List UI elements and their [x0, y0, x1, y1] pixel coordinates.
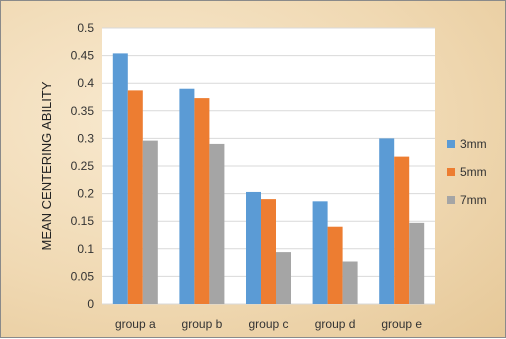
y-tick-label: 0.2 [77, 187, 94, 201]
legend-swatch-7mm [447, 196, 455, 204]
bar-5mm-group-e [394, 156, 410, 304]
bar-3mm-group-b [179, 88, 195, 304]
bar-5mm-group-b [194, 98, 210, 304]
bar-5mm-group-c [261, 199, 276, 304]
legend-swatch-5mm [447, 168, 455, 176]
category-label: group a [115, 317, 156, 331]
legend: 3mm 5mm 7mm [447, 137, 487, 207]
y-tick-labels: 0 0.05 0.1 0.15 0.2 0.25 0.3 0.35 0.4 0.45 0.5 [71, 21, 95, 311]
y-tick-label: 0.15 [71, 214, 95, 228]
category-labels: group a group b group c group d group e [115, 317, 422, 331]
y-tick-label: 0.45 [71, 49, 95, 63]
bar-7mm-group-a [142, 140, 158, 304]
y-tick-label: 0.25 [71, 159, 95, 173]
bar-7mm-group-c [276, 252, 291, 304]
category-label: group d [315, 317, 356, 331]
bar-5mm-group-d [327, 226, 343, 304]
category-label: group e [381, 317, 422, 331]
y-tick-label: 0.05 [71, 269, 95, 283]
bar-7mm-group-b [209, 143, 225, 304]
bar-5mm-group-a [127, 90, 143, 304]
y-axis-label: MEAN CENTERING ABILITY [39, 81, 54, 250]
bar-3mm-group-d [312, 201, 328, 304]
bars [112, 53, 425, 304]
bar-7mm-group-e [409, 222, 425, 304]
legend-label-3mm: 3mm [460, 137, 487, 151]
y-tick-label: 0.5 [77, 21, 94, 35]
bar-7mm-group-d [342, 261, 358, 304]
y-tick-label: 0.1 [77, 242, 94, 256]
y-tick-label: 0 [87, 297, 94, 311]
category-label: group b [182, 317, 223, 331]
bar-3mm-group-a [112, 53, 128, 304]
legend-label-7mm: 7mm [460, 193, 487, 207]
bar-3mm-group-c [246, 191, 261, 304]
bar-3mm-group-e [379, 138, 395, 304]
category-label: group c [248, 317, 288, 331]
y-tick-label: 0.4 [77, 76, 94, 90]
y-tick-label: 0.35 [71, 104, 95, 118]
y-tick-label: 0.3 [77, 131, 94, 145]
legend-swatch-3mm [447, 140, 455, 148]
legend-label-5mm: 5mm [460, 165, 487, 179]
